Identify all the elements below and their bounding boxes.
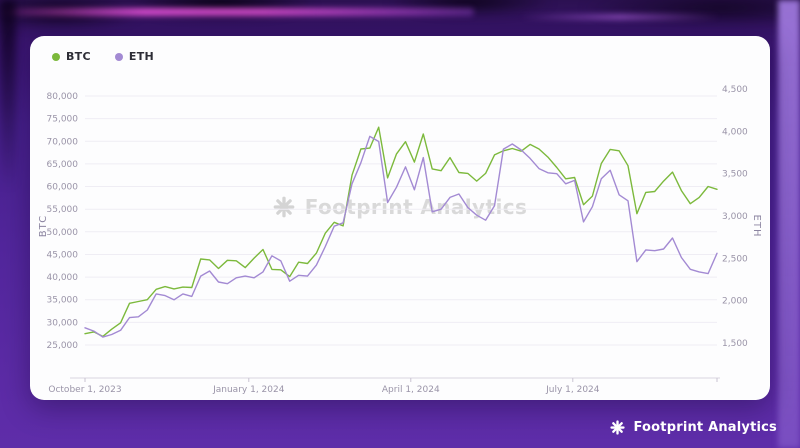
svg-text:35,000: 35,000 bbox=[47, 296, 79, 306]
svg-text:4,000: 4,000 bbox=[722, 127, 748, 137]
svg-text:60,000: 60,000 bbox=[47, 183, 79, 193]
svg-text:July 1, 2024: July 1, 2024 bbox=[545, 385, 600, 395]
chart-legend: BTC ETH bbox=[52, 50, 154, 63]
svg-text:3,000: 3,000 bbox=[722, 212, 748, 222]
svg-text:80,000: 80,000 bbox=[47, 92, 79, 102]
background-pink-streak bbox=[4, 8, 474, 16]
svg-text:BTC: BTC bbox=[38, 215, 49, 237]
svg-text:2,500: 2,500 bbox=[722, 254, 748, 264]
footer-brand-text: Footprint Analytics bbox=[633, 420, 777, 435]
footer-brand: Footprint Analytics bbox=[610, 420, 777, 435]
legend-label-btc: BTC bbox=[66, 50, 91, 63]
svg-text:3,500: 3,500 bbox=[722, 170, 748, 180]
svg-text:January 1, 2024: January 1, 2024 bbox=[212, 385, 285, 395]
footprint-logo-icon-footer bbox=[610, 420, 626, 435]
svg-text:October 1, 2023: October 1, 2023 bbox=[48, 385, 121, 395]
svg-text:4,500: 4,500 bbox=[722, 85, 748, 95]
chart-card: BTC ETH Footprint Analytics 25,000 30,000… bbox=[30, 36, 770, 400]
svg-text:ETH: ETH bbox=[751, 215, 762, 238]
legend-item-eth[interactable]: ETH bbox=[114, 50, 154, 63]
background-left-shadow bbox=[0, 0, 16, 190]
svg-text:55,000: 55,000 bbox=[47, 205, 79, 215]
svg-text:75,000: 75,000 bbox=[47, 115, 79, 125]
legend-item-btc[interactable]: BTC bbox=[52, 50, 91, 63]
svg-text:40,000: 40,000 bbox=[47, 273, 79, 283]
legend-dot-eth bbox=[114, 52, 123, 61]
svg-text:50,000: 50,000 bbox=[47, 228, 79, 238]
svg-text:2,000: 2,000 bbox=[722, 297, 748, 307]
svg-text:65,000: 65,000 bbox=[47, 160, 79, 170]
svg-text:70,000: 70,000 bbox=[47, 137, 79, 147]
background-violet-streak bbox=[520, 14, 720, 20]
svg-text:April 1, 2024: April 1, 2024 bbox=[382, 385, 440, 395]
legend-dot-btc bbox=[52, 52, 60, 61]
svg-text:45,000: 45,000 bbox=[47, 250, 79, 260]
svg-text:30,000: 30,000 bbox=[47, 318, 79, 328]
legend-label-eth: ETH bbox=[128, 50, 154, 63]
price-chart[interactable]: 25,000 30,000 35,000 40,000 45,000 50,000 55,0… bbox=[30, 36, 770, 400]
background-right-band bbox=[778, 0, 800, 448]
svg-text:25,000: 25,000 bbox=[47, 341, 79, 351]
svg-text:1,500: 1,500 bbox=[722, 339, 748, 349]
